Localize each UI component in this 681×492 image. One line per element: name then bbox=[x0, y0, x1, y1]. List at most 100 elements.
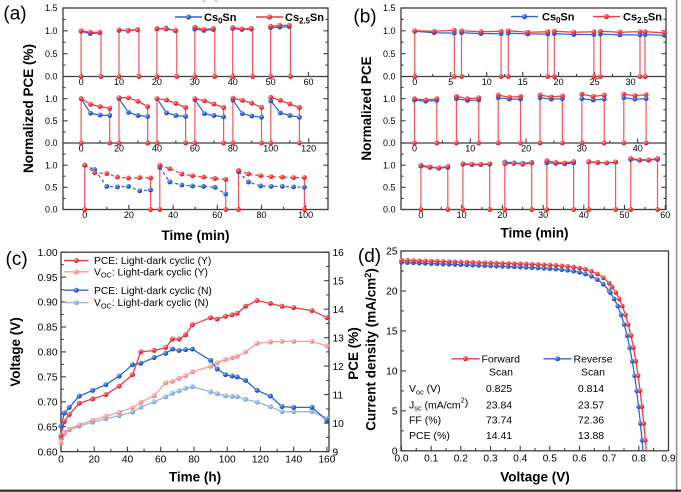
svg-text:100: 100 bbox=[219, 454, 236, 465]
svg-text:10: 10 bbox=[114, 77, 124, 87]
svg-text:0.0: 0.0 bbox=[383, 138, 396, 148]
svg-text:0: 0 bbox=[412, 144, 417, 154]
svg-text:73.74: 73.74 bbox=[486, 415, 512, 427]
svg-text:0: 0 bbox=[79, 77, 84, 87]
svg-text:0.5: 0.5 bbox=[543, 454, 557, 465]
svg-text:10: 10 bbox=[333, 419, 345, 430]
svg-text:40: 40 bbox=[633, 144, 643, 154]
svg-text:1.0: 1.0 bbox=[45, 26, 58, 36]
svg-text:0.9: 0.9 bbox=[661, 454, 675, 465]
svg-text:120: 120 bbox=[301, 144, 316, 154]
svg-text:0.75: 0.75 bbox=[38, 373, 58, 384]
svg-text:5: 5 bbox=[448, 77, 453, 87]
svg-text:FF (%): FF (%) bbox=[409, 415, 441, 427]
svg-text:1.0: 1.0 bbox=[45, 160, 58, 170]
svg-text:100: 100 bbox=[298, 210, 313, 220]
svg-text:0.70: 0.70 bbox=[38, 397, 58, 408]
svg-text:10: 10 bbox=[457, 210, 467, 220]
svg-text:0: 0 bbox=[392, 447, 398, 458]
svg-text:0.5: 0.5 bbox=[45, 49, 58, 59]
svg-text:VOC: Light-dark cyclic (N): VOC: Light-dark cyclic (N) bbox=[94, 298, 209, 310]
svg-text:13: 13 bbox=[333, 333, 345, 344]
svg-text:0.5: 0.5 bbox=[45, 116, 58, 126]
svg-text:20: 20 bbox=[114, 144, 124, 154]
svg-text:9: 9 bbox=[333, 447, 339, 458]
svg-text:40: 40 bbox=[579, 210, 589, 220]
svg-text:VOC: Light-dark cyclic (Y): VOC: Light-dark cyclic (Y) bbox=[94, 267, 208, 279]
svg-text:0.5: 0.5 bbox=[45, 183, 58, 193]
svg-text:0.95: 0.95 bbox=[38, 273, 58, 284]
svg-text:(c): (c) bbox=[6, 249, 28, 270]
svg-text:PCE (%): PCE (%) bbox=[346, 327, 361, 380]
svg-text:0.0: 0.0 bbox=[394, 454, 408, 465]
svg-text:0.814: 0.814 bbox=[578, 383, 604, 395]
svg-text:0.1: 0.1 bbox=[424, 454, 438, 465]
svg-text:Reverse: Reverse bbox=[574, 353, 613, 365]
svg-text:0.2: 0.2 bbox=[454, 454, 468, 465]
svg-text:10: 10 bbox=[386, 367, 398, 378]
svg-text:0: 0 bbox=[79, 144, 84, 154]
svg-text:60: 60 bbox=[212, 210, 222, 220]
svg-text:20: 20 bbox=[497, 210, 507, 220]
svg-text:1.5: 1.5 bbox=[383, 3, 396, 13]
svg-text:160: 160 bbox=[318, 454, 335, 465]
svg-text:PCE: Light-dark cyclic (N): PCE: Light-dark cyclic (N) bbox=[94, 286, 212, 297]
svg-text:0.65: 0.65 bbox=[38, 422, 58, 433]
svg-text:0.5: 0.5 bbox=[383, 49, 396, 59]
svg-text:Voltage (V): Voltage (V) bbox=[500, 470, 570, 485]
svg-text:Cs2.5Sn: Cs2.5Sn bbox=[623, 12, 662, 26]
svg-text:1.00: 1.00 bbox=[38, 248, 58, 259]
svg-text:72.36: 72.36 bbox=[578, 415, 604, 427]
svg-text:0.7: 0.7 bbox=[602, 454, 616, 465]
svg-text:Cs2.5Sn: Cs2.5Sn bbox=[285, 12, 324, 26]
svg-text:0.90: 0.90 bbox=[38, 298, 58, 309]
svg-text:80: 80 bbox=[256, 210, 266, 220]
svg-text:100: 100 bbox=[263, 144, 278, 154]
svg-text:60: 60 bbox=[660, 210, 670, 220]
svg-text:Normalized PCE: Normalized PCE bbox=[359, 56, 374, 160]
svg-text:Time (min): Time (min) bbox=[500, 226, 568, 241]
svg-text:15: 15 bbox=[518, 77, 528, 87]
svg-text:PCE: Light-dark cyclic (Y): PCE: Light-dark cyclic (Y) bbox=[94, 256, 211, 267]
svg-text:PCE (%): PCE (%) bbox=[409, 430, 450, 442]
svg-text:0.0: 0.0 bbox=[45, 205, 58, 215]
svg-text:23.57: 23.57 bbox=[578, 399, 604, 411]
svg-text:80: 80 bbox=[228, 144, 238, 154]
svg-text:0: 0 bbox=[412, 77, 417, 87]
svg-text:15: 15 bbox=[333, 276, 345, 287]
svg-text:20: 20 bbox=[124, 210, 134, 220]
svg-text:50: 50 bbox=[266, 77, 276, 87]
svg-text:60: 60 bbox=[303, 77, 313, 87]
svg-text:23.84: 23.84 bbox=[486, 399, 512, 411]
svg-text:0.80: 0.80 bbox=[38, 348, 58, 359]
svg-text:Forward: Forward bbox=[482, 353, 521, 365]
svg-text:40: 40 bbox=[122, 454, 134, 465]
svg-text:14.41: 14.41 bbox=[486, 430, 512, 442]
svg-text:0.5: 0.5 bbox=[383, 183, 396, 193]
svg-text:0.0: 0.0 bbox=[383, 72, 396, 82]
svg-text:0.60: 0.60 bbox=[38, 447, 58, 458]
svg-text:30: 30 bbox=[538, 210, 548, 220]
svg-text:Voc (V): Voc (V) bbox=[409, 383, 441, 396]
svg-text:1.0: 1.0 bbox=[45, 94, 58, 104]
svg-text:10: 10 bbox=[465, 144, 475, 154]
svg-text:0: 0 bbox=[82, 210, 87, 220]
svg-text:0.8: 0.8 bbox=[632, 454, 646, 465]
svg-text:25: 25 bbox=[590, 77, 600, 87]
svg-text:20: 20 bbox=[386, 287, 398, 298]
svg-text:16: 16 bbox=[333, 248, 345, 259]
svg-text:20: 20 bbox=[521, 144, 531, 154]
svg-text:20: 20 bbox=[554, 77, 564, 87]
svg-text:Normalized PCE (%): Normalized PCE (%) bbox=[21, 44, 36, 173]
svg-text:60: 60 bbox=[190, 144, 200, 154]
svg-text:40: 40 bbox=[152, 144, 162, 154]
svg-text:60: 60 bbox=[155, 454, 167, 465]
svg-text:0.0: 0.0 bbox=[45, 138, 58, 148]
svg-text:0.0: 0.0 bbox=[45, 72, 58, 82]
svg-text:13.88: 13.88 bbox=[578, 430, 604, 442]
svg-text:80: 80 bbox=[188, 454, 200, 465]
svg-text:15: 15 bbox=[386, 327, 398, 338]
svg-text:0.4: 0.4 bbox=[513, 454, 527, 465]
svg-text:Jsc (mA/cm2): Jsc (mA/cm2) bbox=[409, 395, 468, 412]
svg-text:140: 140 bbox=[285, 454, 302, 465]
